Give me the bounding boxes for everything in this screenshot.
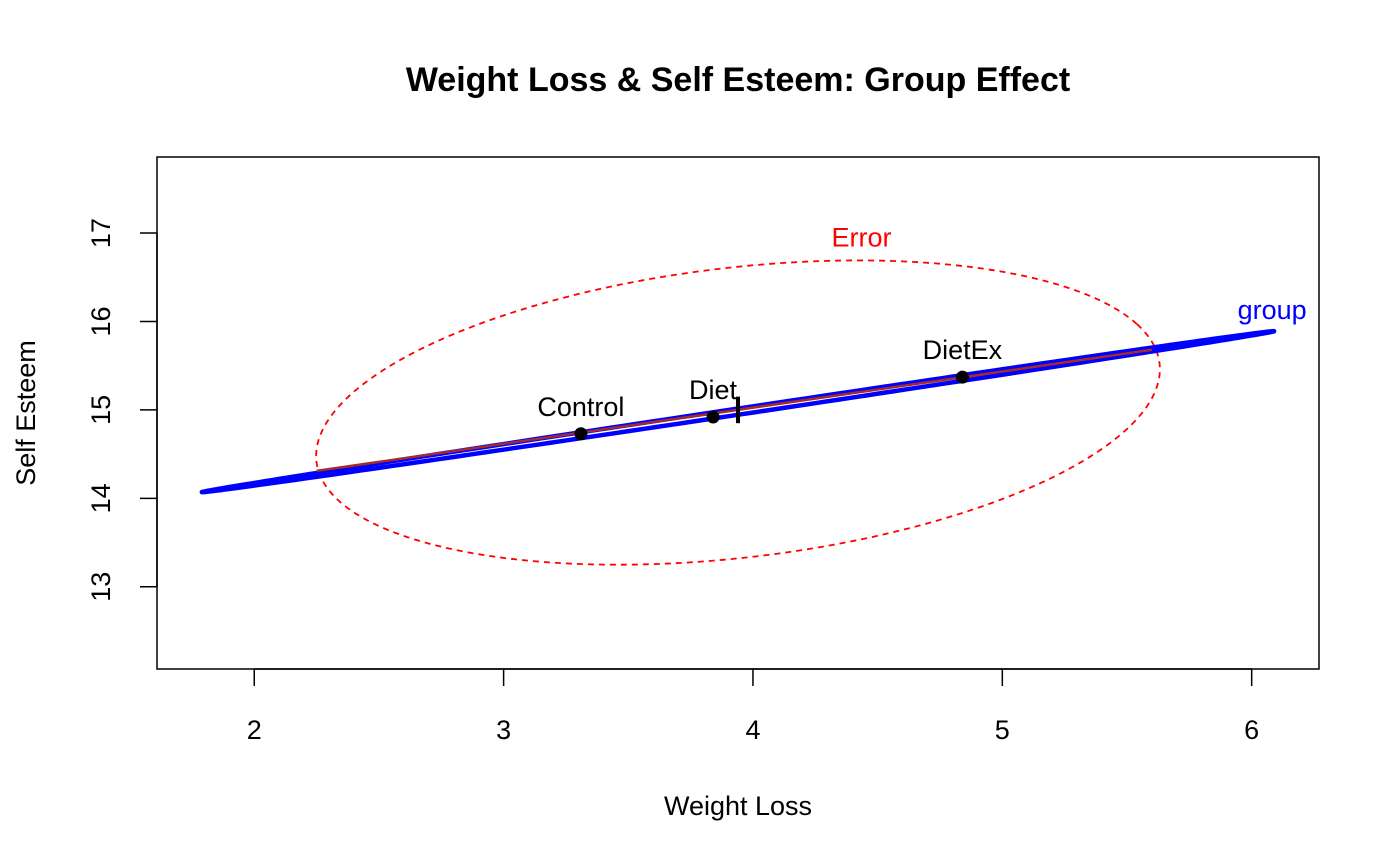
x-tick-label: 6 — [1244, 715, 1259, 745]
y-axis: 13 14 15 16 17 — [86, 218, 158, 602]
point-label-control: Control — [537, 392, 624, 422]
group-line — [316, 348, 1153, 473]
point-label-diet: Diet — [689, 375, 738, 405]
y-tick-label: 15 — [86, 395, 116, 425]
ellipse-label-group: group — [1238, 295, 1307, 325]
x-axis-label: Weight Loss — [664, 791, 812, 821]
x-axis: 2 3 4 5 6 — [247, 668, 1259, 745]
x-tick-label: 4 — [745, 715, 760, 745]
ellipse-label-error: Error — [832, 222, 892, 252]
point-label-dietex: DietEx — [923, 335, 1003, 365]
ellipse-error — [315, 259, 1161, 566]
x-tick-label: 3 — [496, 715, 511, 745]
y-tick-label: 13 — [86, 572, 116, 602]
x-tick-label: 5 — [995, 715, 1010, 745]
point-diet — [706, 410, 720, 424]
y-tick-label: 17 — [86, 218, 116, 248]
y-tick-label: 14 — [86, 483, 116, 513]
ellipse-group — [199, 328, 1277, 495]
chart-title: Weight Loss & Self Esteem: Group Effect — [406, 61, 1070, 99]
y-axis-label: Self Esteem — [11, 340, 41, 486]
point-control — [574, 427, 588, 441]
x-tick-label: 2 — [247, 715, 262, 745]
point-dietex — [955, 370, 969, 384]
y-tick-label: 16 — [86, 306, 116, 336]
plot-area: Error group Control Diet DietEx — [199, 222, 1307, 566]
